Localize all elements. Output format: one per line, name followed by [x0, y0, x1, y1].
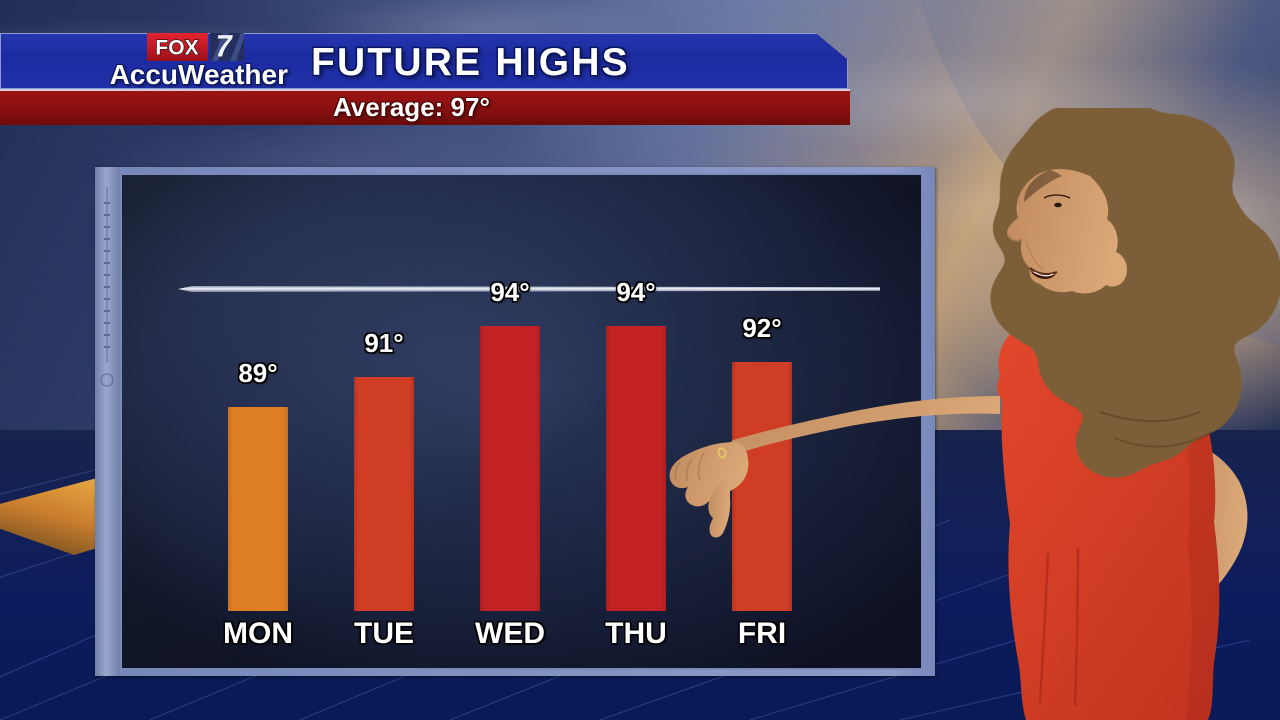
svg-text:FOX: FOX [155, 37, 198, 60]
